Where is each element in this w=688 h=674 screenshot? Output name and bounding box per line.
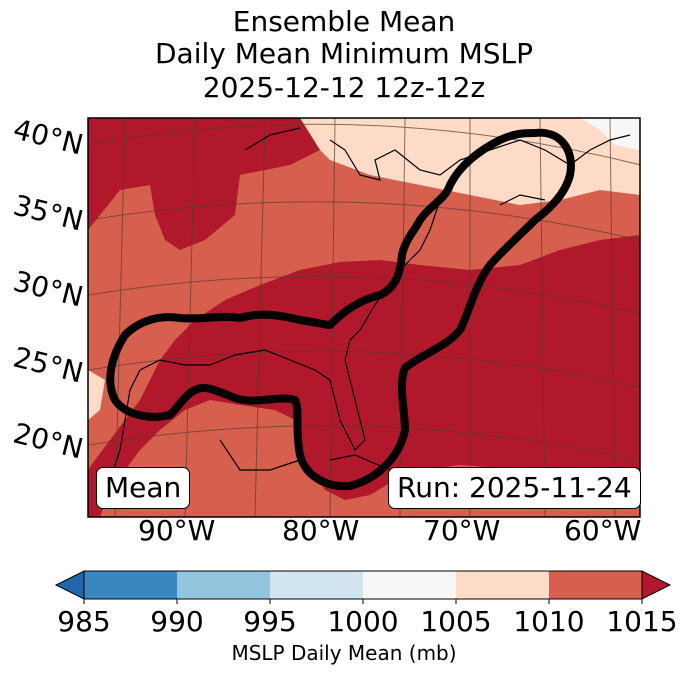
map-frame (87, 117, 641, 518)
lon-label-80: 80°W (282, 514, 360, 547)
coastlines (109, 127, 631, 481)
lon-label-90: 90°W (138, 514, 216, 547)
colorbar-tick-990: 990 (150, 605, 204, 638)
title-line-1: Ensemble Mean (232, 5, 456, 38)
colorbar-tick-1005: 1005 (420, 605, 492, 638)
lon-label-60: 60°W (564, 514, 642, 547)
colorbar-under-arrow (54, 570, 85, 600)
map-panel (88, 118, 640, 517)
colorbar-tick-995: 995 (243, 605, 297, 638)
colorbar (54, 570, 672, 604)
colorbar-over-arrow (641, 570, 672, 600)
pressure-field-1005-west (88, 370, 105, 420)
title-line-2: Daily Mean Minimum MSLP (154, 37, 533, 70)
colorbar-segment-1005 (456, 571, 550, 599)
run-date-box: Run: 2025-11-24 (388, 467, 641, 509)
mean-label-box: Mean (96, 467, 191, 509)
colorbar-tick-985: 985 (57, 605, 111, 638)
colorbar-segment-1000 (363, 571, 457, 599)
lon-label-70: 70°W (423, 514, 501, 547)
pressure-field-1015-nw (88, 118, 320, 250)
colorbar-segment-995 (270, 571, 364, 599)
colorbar-segment-1010 (549, 571, 643, 599)
colorbar-tick-1000: 1000 (327, 605, 399, 638)
title-line-3: 2025-12-12 12z-12z (202, 71, 486, 104)
colorbar-segment-985 (84, 571, 178, 599)
colorbar-label: MSLP Daily Mean (mb) (231, 641, 457, 665)
colorbar-tick-1015: 1015 (606, 605, 678, 638)
colorbar-tick-1010: 1010 (513, 605, 585, 638)
highlight-contour (106, 128, 575, 491)
pressure-field-1015-main (88, 235, 640, 517)
colorbar-segment-990 (177, 571, 271, 599)
